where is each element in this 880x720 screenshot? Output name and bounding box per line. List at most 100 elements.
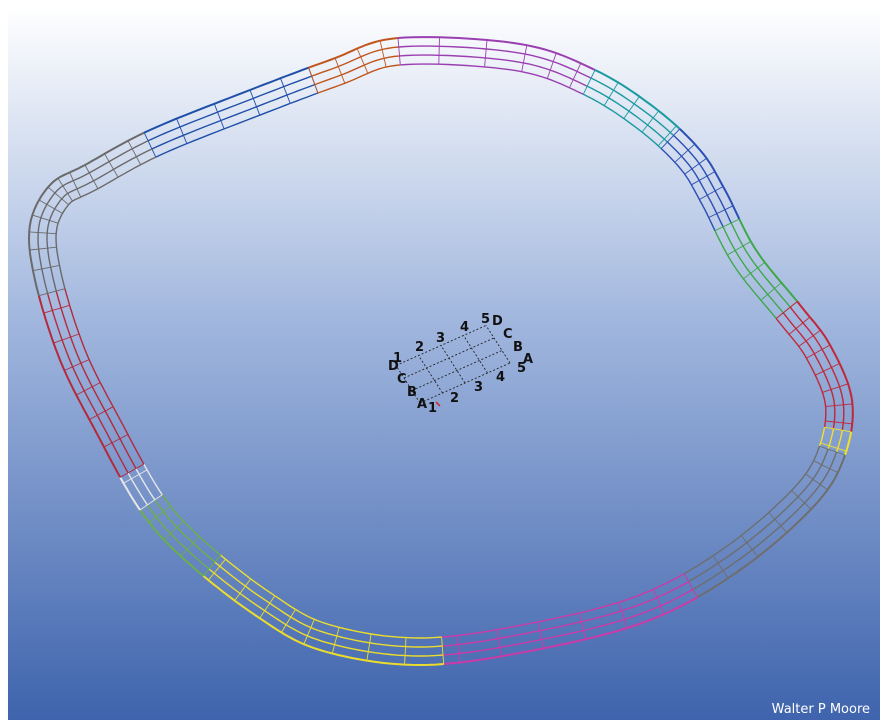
- web-member: [815, 363, 840, 376]
- web-member: [824, 426, 852, 433]
- web-member: [119, 463, 145, 478]
- ring-segment-sw-white: [119, 463, 163, 511]
- grid-label-num-2-front: 2: [450, 391, 459, 406]
- grid-line-column: [440, 345, 466, 384]
- chord-line: [441, 573, 685, 638]
- web-member: [379, 40, 387, 68]
- chord-line: [55, 290, 137, 469]
- web-member: [29, 246, 57, 251]
- web-member: [32, 264, 60, 272]
- grid-label-num-3-back: 3: [436, 331, 445, 346]
- ring-segment-north-mid: [308, 37, 401, 94]
- ring-segment-north-left: [143, 66, 319, 158]
- chord-line: [683, 445, 821, 575]
- chord-line: [398, 45, 592, 79]
- chord-line: [782, 312, 836, 429]
- chord-line: [692, 451, 838, 591]
- model-viewport: 2 3 4 5 D C B A 1 D C B A 1 2 3 4 5 Walt…: [8, 6, 880, 720]
- web-member: [788, 316, 811, 335]
- web-member: [546, 52, 557, 79]
- web-member: [356, 48, 369, 74]
- chord-line: [37, 295, 122, 478]
- ring-segment-east-upper: [660, 128, 741, 232]
- grid-label-num-3-front: 3: [474, 380, 483, 395]
- image-credit: Walter P Moore: [771, 702, 870, 717]
- chord-line: [64, 288, 145, 465]
- web-member: [582, 69, 596, 95]
- web-member: [806, 344, 831, 359]
- ring-segment-ne-corner: [582, 69, 681, 150]
- chord-line: [400, 63, 584, 95]
- web-member: [103, 434, 129, 448]
- chord-line: [696, 454, 846, 599]
- web-member: [568, 63, 582, 88]
- web-member: [38, 199, 63, 214]
- web-member: [38, 288, 66, 297]
- web-member: [32, 214, 59, 224]
- web-member: [819, 445, 846, 456]
- web-member: [334, 57, 346, 84]
- chord-line: [688, 448, 829, 583]
- web-member: [660, 128, 681, 149]
- grid-lines: [395, 325, 511, 404]
- web-member: [163, 520, 184, 541]
- chord-line: [775, 318, 827, 428]
- chord-line: [679, 128, 741, 220]
- web-member: [404, 637, 407, 665]
- web-member: [331, 627, 340, 654]
- web-member: [104, 153, 119, 178]
- web-member: [537, 621, 544, 649]
- ring-segment-west-red: [37, 288, 145, 478]
- grid-label-num-5-front: 5: [517, 361, 526, 376]
- roof-ring-truss: [27, 36, 854, 667]
- grid-label-num-1-front: 1: [428, 401, 437, 416]
- ring-segment-north-right: [397, 36, 596, 95]
- web-member: [29, 231, 57, 235]
- chord-line: [673, 134, 732, 224]
- web-member: [53, 333, 80, 344]
- ring-segment-south-yellow: [202, 554, 445, 667]
- web-member: [691, 171, 716, 186]
- web-member: [180, 536, 200, 557]
- web-member: [397, 37, 401, 65]
- chord-line: [796, 300, 854, 432]
- web-member: [43, 304, 70, 314]
- sky-gradient-background: [8, 6, 880, 720]
- web-member: [76, 382, 101, 396]
- web-member: [69, 172, 82, 198]
- web-member: [805, 473, 828, 491]
- web-member: [822, 383, 849, 393]
- grid-line-column: [418, 355, 443, 394]
- chord-line: [594, 69, 681, 130]
- web-member: [234, 578, 252, 601]
- grid-label-num-4-front: 4: [496, 370, 505, 385]
- chord-line: [443, 596, 698, 665]
- ring-segment-east-green: [714, 218, 799, 319]
- web-member: [652, 589, 665, 615]
- web-member: [441, 637, 445, 665]
- web-member: [712, 555, 729, 579]
- ring-segment-sw-green: [139, 494, 222, 577]
- grid-label-num-5-back: 5: [481, 312, 490, 327]
- web-member: [281, 609, 296, 633]
- web-member: [714, 218, 740, 232]
- chord-line: [55, 156, 157, 289]
- ring-segment-se-grey: [683, 445, 846, 599]
- chord-line: [220, 554, 442, 639]
- chord-line: [442, 580, 689, 647]
- ring-segment-west-grey: [27, 131, 157, 297]
- grid-label-letter-a-left: A: [417, 397, 427, 412]
- chord-line: [46, 148, 153, 292]
- web-member: [496, 629, 503, 657]
- web-member: [438, 37, 440, 65]
- web-member: [727, 241, 752, 256]
- chord-line: [143, 66, 309, 134]
- grid-label-letter-a-right: A: [523, 352, 533, 367]
- grid-label-letter-c-right: C: [503, 327, 513, 342]
- chord-line: [46, 293, 129, 474]
- web-member: [683, 573, 698, 598]
- web-member: [674, 143, 696, 163]
- grid-label-num-4-back: 4: [460, 320, 469, 335]
- web-member: [249, 89, 261, 116]
- web-member: [123, 469, 148, 484]
